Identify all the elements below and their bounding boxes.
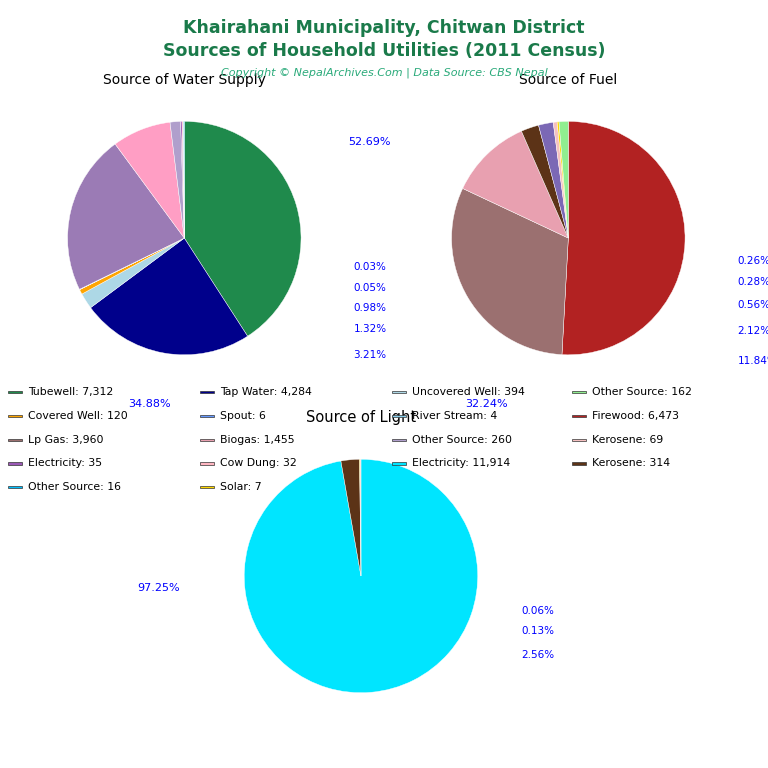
Text: Other Source: 16: Other Source: 16 bbox=[28, 482, 121, 492]
Text: Tap Water: 4,284: Tap Water: 4,284 bbox=[220, 387, 312, 397]
Text: Cow Dung: 32: Cow Dung: 32 bbox=[220, 458, 296, 468]
Wedge shape bbox=[80, 238, 184, 294]
Text: Firewood: 6,473: Firewood: 6,473 bbox=[592, 411, 679, 421]
Text: Sources of Household Utilities (2011 Census): Sources of Household Utilities (2011 Cen… bbox=[163, 42, 605, 60]
Text: 0.28%: 0.28% bbox=[737, 276, 768, 287]
Text: Kerosene: 314: Kerosene: 314 bbox=[592, 458, 670, 468]
Text: River Stream: 4: River Stream: 4 bbox=[412, 411, 497, 421]
Wedge shape bbox=[559, 121, 568, 238]
Text: 0.98%: 0.98% bbox=[353, 303, 386, 313]
Bar bbox=[200, 415, 214, 417]
Title: Source of Light: Source of Light bbox=[306, 410, 416, 425]
Text: Copyright © NepalArchives.Com | Data Source: CBS Nepal: Copyright © NepalArchives.Com | Data Sou… bbox=[220, 68, 548, 78]
Wedge shape bbox=[538, 122, 568, 238]
Text: Lp Gas: 3,960: Lp Gas: 3,960 bbox=[28, 435, 103, 445]
Wedge shape bbox=[68, 144, 184, 290]
Bar bbox=[200, 486, 214, 488]
Text: 0.03%: 0.03% bbox=[353, 262, 386, 273]
Bar bbox=[572, 462, 586, 465]
Wedge shape bbox=[521, 125, 568, 238]
Text: Khairahani Municipality, Chitwan District: Khairahani Municipality, Chitwan Distric… bbox=[184, 19, 584, 37]
Bar bbox=[392, 439, 406, 441]
Text: 52.69%: 52.69% bbox=[349, 137, 391, 147]
Wedge shape bbox=[80, 238, 184, 290]
Bar bbox=[392, 415, 406, 417]
Text: 2.56%: 2.56% bbox=[521, 650, 554, 660]
Bar bbox=[8, 439, 22, 441]
Bar bbox=[572, 439, 586, 441]
Title: Source of Water Supply: Source of Water Supply bbox=[103, 73, 266, 87]
Text: 0.56%: 0.56% bbox=[737, 300, 768, 310]
Text: Solar: 7: Solar: 7 bbox=[220, 482, 261, 492]
Wedge shape bbox=[562, 121, 685, 355]
Wedge shape bbox=[170, 121, 184, 238]
Bar bbox=[572, 391, 586, 393]
Text: 0.06%: 0.06% bbox=[521, 606, 554, 616]
Bar bbox=[8, 462, 22, 465]
Wedge shape bbox=[91, 238, 247, 355]
Text: Other Source: 162: Other Source: 162 bbox=[592, 387, 692, 397]
Wedge shape bbox=[557, 121, 568, 238]
Text: 0.05%: 0.05% bbox=[353, 283, 386, 293]
Wedge shape bbox=[184, 121, 301, 336]
Wedge shape bbox=[180, 121, 184, 238]
Bar bbox=[8, 415, 22, 417]
Text: 0.26%: 0.26% bbox=[737, 257, 768, 266]
Wedge shape bbox=[115, 122, 184, 238]
Bar bbox=[392, 391, 406, 393]
Wedge shape bbox=[452, 188, 568, 355]
Text: Covered Well: 120: Covered Well: 120 bbox=[28, 411, 127, 421]
Text: 3.21%: 3.21% bbox=[353, 349, 387, 360]
Text: Electricity: 11,914: Electricity: 11,914 bbox=[412, 458, 510, 468]
Bar bbox=[8, 486, 22, 488]
Text: Biogas: 1,455: Biogas: 1,455 bbox=[220, 435, 294, 445]
Bar bbox=[200, 439, 214, 441]
Wedge shape bbox=[553, 122, 568, 238]
Text: 1.32%: 1.32% bbox=[353, 323, 387, 333]
Text: 34.88%: 34.88% bbox=[128, 399, 170, 409]
Wedge shape bbox=[359, 459, 361, 576]
Bar bbox=[200, 462, 214, 465]
Text: 32.24%: 32.24% bbox=[465, 399, 508, 409]
Text: Kerosene: 69: Kerosene: 69 bbox=[592, 435, 664, 445]
Wedge shape bbox=[82, 238, 184, 308]
Title: Source of Fuel: Source of Fuel bbox=[519, 73, 617, 87]
Text: Electricity: 35: Electricity: 35 bbox=[28, 458, 102, 468]
Bar bbox=[8, 391, 22, 393]
Text: 0.13%: 0.13% bbox=[521, 627, 554, 637]
Text: 11.84%: 11.84% bbox=[737, 356, 768, 366]
Text: Spout: 6: Spout: 6 bbox=[220, 411, 266, 421]
Bar bbox=[200, 391, 214, 393]
Wedge shape bbox=[182, 121, 184, 238]
Bar bbox=[572, 415, 586, 417]
Text: 97.25%: 97.25% bbox=[137, 583, 180, 593]
Text: 2.12%: 2.12% bbox=[737, 326, 768, 336]
Wedge shape bbox=[79, 238, 184, 290]
Text: Tubewell: 7,312: Tubewell: 7,312 bbox=[28, 387, 113, 397]
Text: Other Source: 260: Other Source: 260 bbox=[412, 435, 511, 445]
Wedge shape bbox=[341, 459, 361, 576]
Text: Uncovered Well: 394: Uncovered Well: 394 bbox=[412, 387, 525, 397]
Wedge shape bbox=[462, 131, 568, 238]
Bar bbox=[392, 462, 406, 465]
Wedge shape bbox=[244, 459, 478, 693]
